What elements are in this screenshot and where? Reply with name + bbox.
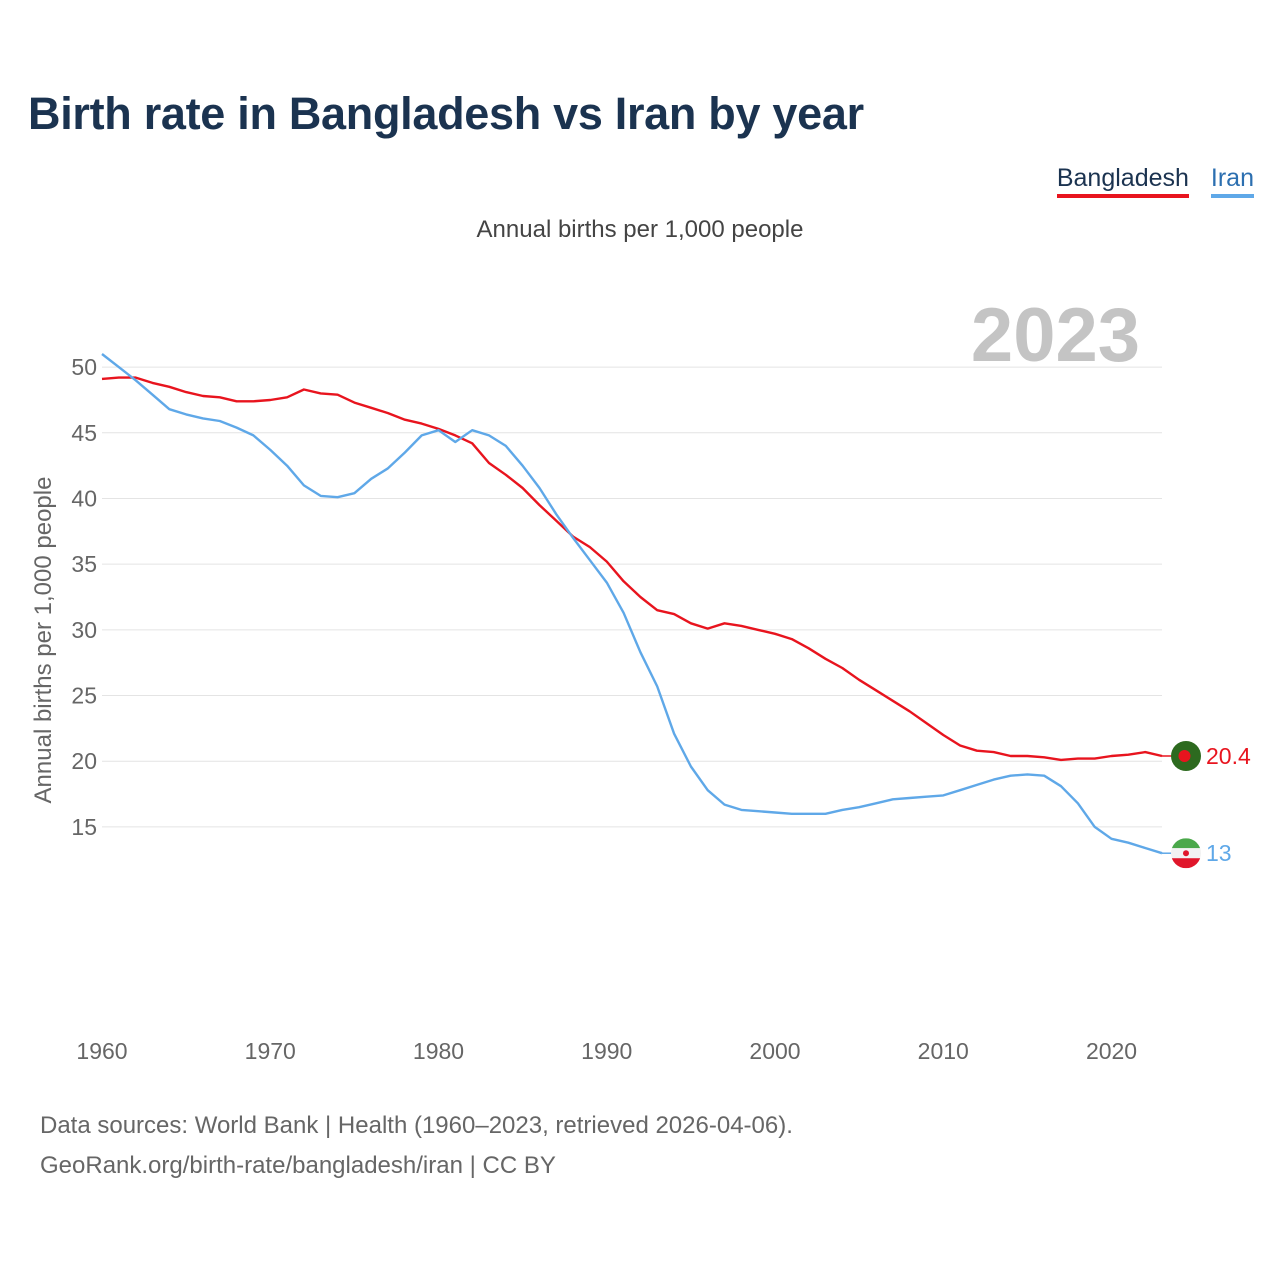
source-line-1: Data sources: World Bank | Health (1960–… [40,1112,793,1139]
x-tick-label: 1960 [76,1038,127,1064]
line-chart: 2023 15 20 25 30 35 40 45 50 1960 1970 1980 1990 20… [30,293,1251,1064]
x-tick-label: 2010 [918,1038,969,1064]
year-watermark: 2023 [971,293,1140,378]
chart-subtitle: Annual births per 1,000 people [476,216,804,243]
flag-marker-bangladesh [1171,740,1201,771]
y-tick-label: 45 [71,420,97,446]
x-tick-label: 1980 [413,1038,464,1064]
y-axis-label: Annual births per 1,000 people [30,477,57,804]
y-tick-label: 30 [71,617,97,643]
end-value-label-bangladesh: 20.4 [1206,743,1251,769]
y-tick-label: 50 [71,354,97,380]
legend-item-bangladesh[interactable]: Bangladesh [1056,164,1189,198]
y-tick-label: 20 [71,748,97,774]
x-tick-label: 2000 [749,1038,800,1064]
series-lines [101,353,1163,855]
x-tick-label: 1990 [581,1038,632,1064]
series-line-bangladesh[interactable] [101,376,1163,762]
gridlines [102,366,1162,828]
chart-title: Birth rate in Bangladesh vs Iran by year [28,88,864,139]
y-tick-label: 15 [71,814,97,840]
y-axis-ticks: 15 20 25 30 35 40 45 50 [71,354,97,840]
y-tick-label: 35 [71,551,97,577]
end-value-label-iran: 13 [1206,840,1232,866]
series-line-iran[interactable] [101,353,1163,855]
x-axis-ticks: 1960 1970 1980 1990 2000 2010 2020 [76,1038,1137,1064]
source-line-2[interactable]: GeoRank.org/birth-rate/bangladesh/iran |… [40,1152,556,1179]
source-note: Data sources: World Bank | Health (1960–… [40,1106,793,1186]
x-tick-label: 2020 [1086,1038,1137,1064]
flag-marker-iran [1171,838,1201,869]
y-tick-label: 40 [71,485,97,511]
x-tick-label: 1970 [245,1038,296,1064]
legend-item-iran[interactable]: Iran [1210,164,1254,198]
legend: Bangladesh Iran [1056,164,1254,198]
y-tick-label: 25 [71,683,97,709]
series-end-markers: 20.4 13 [1162,740,1251,869]
